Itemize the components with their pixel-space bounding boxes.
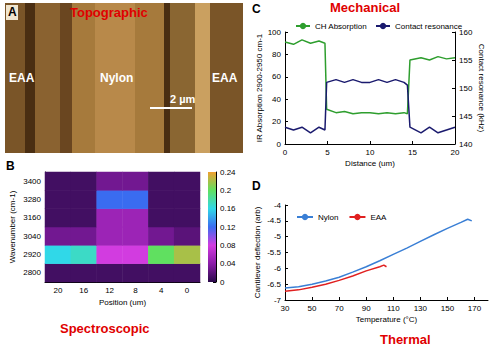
svg-text:Nylon: Nylon [318, 213, 338, 222]
svg-text:130: 130 [414, 304, 428, 313]
svg-text:EAA: EAA [212, 71, 238, 85]
svg-text:2920: 2920 [23, 250, 41, 259]
svg-text:-5.5: -5.5 [267, 248, 281, 257]
svg-text:EAA: EAA [9, 71, 35, 85]
svg-text:2 µm: 2 µm [170, 93, 196, 105]
svg-text:10: 10 [366, 148, 375, 157]
svg-text:4: 4 [159, 286, 164, 295]
svg-text:140: 140 [459, 140, 473, 149]
svg-text:150: 150 [441, 304, 455, 313]
svg-text:170: 170 [468, 304, 482, 313]
svg-text:-7: -7 [273, 295, 281, 305]
svg-text:0: 0 [277, 140, 282, 149]
svg-text:Wavenumber (cm-1): Wavenumber (cm-1) [8, 190, 17, 263]
svg-text:Cantilever deflection (arb): Cantilever deflection (arb) [253, 206, 262, 298]
svg-text:Distance (um): Distance (um) [345, 159, 395, 168]
svg-text:0.24: 0.24 [220, 168, 236, 177]
svg-text:80: 80 [272, 50, 281, 59]
svg-text:Spectroscopic: Spectroscopic [60, 321, 150, 336]
svg-text:-5: -5 [274, 232, 282, 241]
svg-text:0.08: 0.08 [220, 241, 236, 250]
svg-text:30: 30 [281, 304, 290, 313]
svg-text:70: 70 [335, 304, 344, 313]
svg-text:2800: 2800 [23, 268, 41, 277]
svg-text:15: 15 [408, 148, 417, 157]
svg-text:3040: 3040 [23, 232, 41, 241]
svg-text:90: 90 [362, 304, 371, 313]
svg-text:Position (um): Position (um) [99, 298, 146, 307]
svg-text:5: 5 [325, 148, 330, 157]
svg-text:60: 60 [272, 72, 281, 81]
svg-text:150: 150 [459, 84, 473, 93]
svg-text:3160: 3160 [23, 213, 41, 222]
svg-text:155: 155 [459, 56, 473, 65]
svg-text:0.16: 0.16 [220, 204, 236, 213]
svg-text:160: 160 [459, 27, 473, 37]
svg-text:Contact resonance: Contact resonance [395, 22, 463, 31]
svg-text:20: 20 [53, 286, 62, 295]
svg-text:0: 0 [220, 278, 225, 287]
svg-text:IR Absorption 2900-2950 cm-1: IR Absorption 2900-2950 cm-1 [255, 33, 264, 142]
svg-text:-6: -6 [274, 264, 282, 273]
svg-text:C: C [252, 2, 261, 16]
svg-text:-4: -4 [274, 201, 282, 210]
svg-text:0: 0 [283, 148, 288, 157]
svg-text:100: 100 [268, 28, 282, 37]
svg-text:B: B [6, 159, 15, 173]
svg-text:3280: 3280 [23, 195, 41, 204]
svg-text:0.12: 0.12 [220, 223, 236, 232]
svg-text:A: A [8, 5, 17, 19]
svg-text:0: 0 [185, 286, 190, 295]
svg-text:12: 12 [105, 286, 114, 295]
svg-text:Thermal: Thermal [380, 332, 431, 347]
svg-text:40: 40 [272, 95, 281, 104]
svg-text:-4.5: -4.5 [267, 216, 281, 225]
svg-text:145: 145 [459, 112, 473, 121]
svg-text:Mechanical: Mechanical [330, 0, 400, 15]
svg-text:20: 20 [451, 148, 460, 157]
svg-text:Topographic: Topographic [70, 5, 148, 20]
svg-text:D: D [252, 179, 261, 193]
svg-text:16: 16 [79, 286, 88, 295]
svg-text:Temperature (°C): Temperature (°C) [356, 315, 418, 324]
svg-text:8: 8 [133, 286, 138, 295]
svg-text:EAA: EAA [370, 213, 387, 222]
svg-text:3400: 3400 [23, 177, 41, 186]
svg-text:Nylon: Nylon [100, 71, 133, 85]
svg-text:0.2: 0.2 [220, 186, 232, 195]
svg-text:20: 20 [272, 117, 281, 126]
svg-text:50: 50 [308, 304, 317, 313]
svg-text:0.04: 0.04 [220, 259, 236, 268]
svg-text:CH Absorption: CH Absorption [315, 22, 367, 31]
svg-text:Contact resonance (kHz): Contact resonance (kHz) [477, 44, 486, 133]
svg-text:-6.5: -6.5 [267, 280, 281, 289]
svg-text:110: 110 [387, 304, 400, 313]
